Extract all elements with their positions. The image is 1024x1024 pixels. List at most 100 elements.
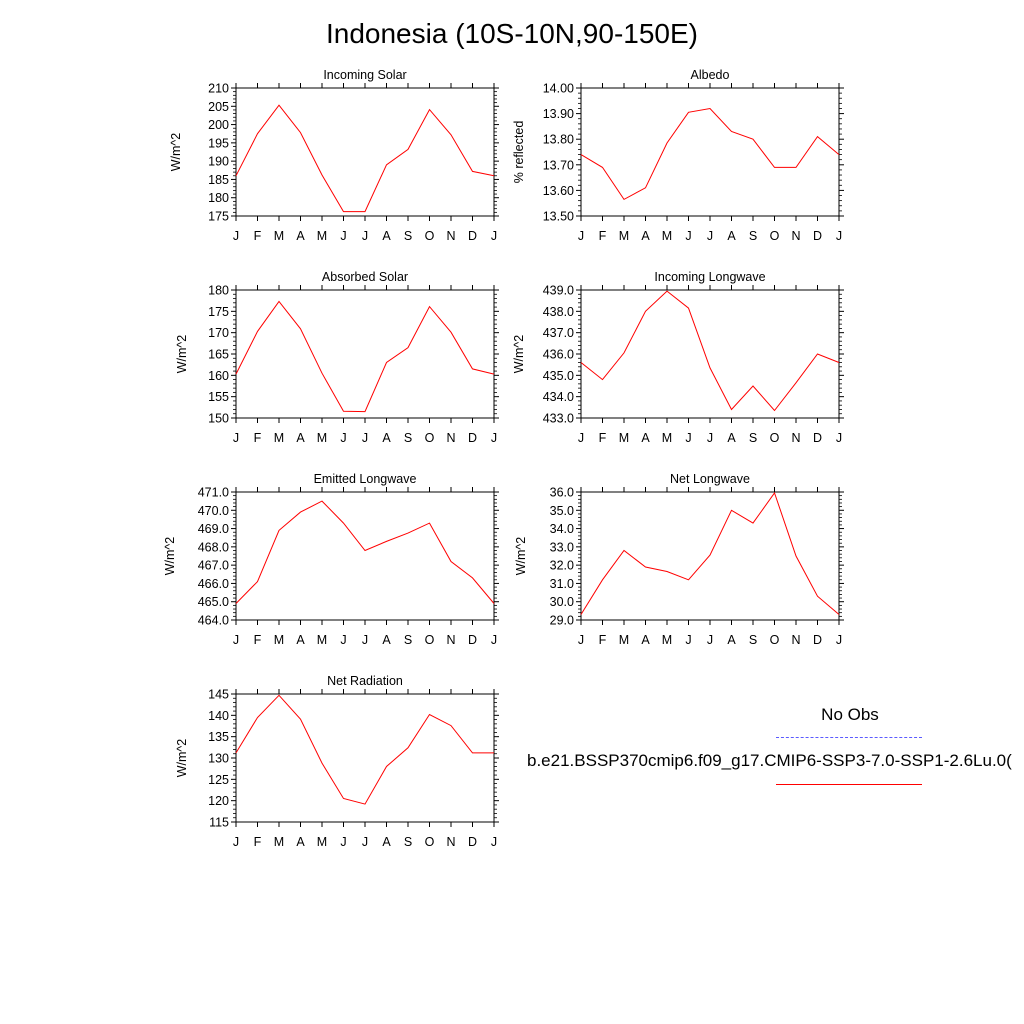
- plot-frame: [580, 87, 840, 217]
- legend-model-line: [776, 784, 922, 785]
- chart-title: Incoming Longwave: [654, 270, 765, 284]
- x-tick-label: M: [619, 431, 629, 445]
- x-tick-label: O: [425, 431, 435, 445]
- y-tick-label: 34.0: [550, 522, 574, 536]
- x-tick-label: D: [813, 431, 822, 445]
- y-tick-label: 13.80: [543, 133, 574, 147]
- x-tick-label: J: [707, 431, 713, 445]
- x-tick-label: M: [274, 835, 284, 849]
- x-tick-label: M: [274, 633, 284, 647]
- x-tick-label: A: [727, 431, 736, 445]
- chart-panel-6: Net Radiation W/m^2 115 120 125 130 135 140 145 J…: [175, 674, 499, 849]
- x-tick-label: J: [491, 835, 497, 849]
- y-tick-label: 31.0: [550, 577, 574, 591]
- y-tick-label: 140: [208, 709, 229, 723]
- x-tick-label: F: [599, 229, 607, 243]
- x-tick-label: J: [491, 431, 497, 445]
- y-tick-label: 180: [208, 191, 229, 205]
- y-tick-label: 465.0: [198, 595, 229, 609]
- x-tick-label: A: [296, 835, 305, 849]
- x-tick-label: D: [468, 835, 477, 849]
- y-tick-label: 180: [208, 284, 229, 298]
- plot-frame: [235, 693, 495, 823]
- x-tick-label: D: [468, 229, 477, 243]
- x-tick-label: F: [254, 431, 262, 445]
- x-tick-label: M: [274, 431, 284, 445]
- chart-panel-0: Incoming Solar W/m^2 175 180 185 190 195 200 205…: [169, 68, 499, 243]
- plot-frame: [235, 87, 495, 217]
- chart-panel-4: Emitted Longwave W/m^2 464.0 465.0 466.0 467.…: [163, 472, 499, 647]
- x-tick-label: J: [340, 835, 346, 849]
- x-tick-label: J: [836, 633, 842, 647]
- x-tick-label: O: [770, 633, 780, 647]
- y-tick-label: 170: [208, 326, 229, 340]
- x-tick-label: J: [685, 633, 691, 647]
- x-tick-label: O: [770, 229, 780, 243]
- y-tick-label: 13.70: [543, 158, 574, 172]
- x-tick-label: J: [233, 835, 239, 849]
- y-tick-label: 125: [208, 773, 229, 787]
- x-tick-label: A: [727, 633, 736, 647]
- x-tick-label: O: [425, 633, 435, 647]
- x-tick-label: J: [578, 229, 584, 243]
- x-tick-label: J: [836, 431, 842, 445]
- x-tick-label: J: [362, 431, 368, 445]
- x-tick-label: M: [619, 633, 629, 647]
- x-tick-label: N: [791, 633, 800, 647]
- y-tick-label: 210: [208, 82, 229, 96]
- plot-frame: [580, 289, 840, 419]
- y-tick-label: 175: [208, 210, 229, 224]
- series-line: [580, 107, 840, 201]
- y-tick-label: 165: [208, 348, 229, 362]
- y-axis-label: W/m^2: [512, 335, 526, 374]
- y-tick-label: 435.0: [543, 369, 574, 383]
- x-tick-label: D: [813, 229, 822, 243]
- x-tick-label: M: [274, 229, 284, 243]
- y-tick-label: 13.60: [543, 184, 574, 198]
- x-tick-label: A: [641, 633, 650, 647]
- x-tick-label: A: [382, 633, 391, 647]
- x-tick-label: O: [425, 229, 435, 243]
- plot-frame: [235, 289, 495, 419]
- x-tick-label: S: [749, 633, 757, 647]
- chart-title: Absorbed Solar: [322, 270, 408, 284]
- y-tick-label: 195: [208, 136, 229, 150]
- y-axis-label: W/m^2: [175, 739, 189, 778]
- y-tick-label: 467.0: [198, 559, 229, 573]
- y-tick-label: 155: [208, 390, 229, 404]
- y-tick-label: 120: [208, 794, 229, 808]
- y-tick-label: 32.0: [550, 559, 574, 573]
- y-tick-label: 33.0: [550, 540, 574, 554]
- series-line: [235, 500, 495, 604]
- y-tick-label: 145: [208, 688, 229, 702]
- x-tick-label: S: [749, 229, 757, 243]
- x-tick-label: M: [662, 229, 672, 243]
- y-tick-label: 190: [208, 155, 229, 169]
- x-tick-label: J: [685, 431, 691, 445]
- y-tick-label: 464.0: [198, 614, 229, 628]
- y-tick-label: 471.0: [198, 486, 229, 500]
- x-tick-label: N: [791, 431, 800, 445]
- x-tick-label: N: [446, 431, 455, 445]
- x-tick-label: J: [340, 431, 346, 445]
- x-tick-label: M: [317, 431, 327, 445]
- series-line: [235, 104, 495, 213]
- y-tick-label: 130: [208, 752, 229, 766]
- y-tick-label: 436.0: [543, 348, 574, 362]
- x-tick-label: A: [727, 229, 736, 243]
- chart-title: Incoming Solar: [323, 68, 406, 82]
- x-tick-label: D: [468, 633, 477, 647]
- x-tick-label: J: [233, 633, 239, 647]
- y-tick-label: 438.0: [543, 305, 574, 319]
- y-tick-label: 115: [209, 816, 229, 830]
- x-tick-label: J: [491, 633, 497, 647]
- x-tick-label: S: [404, 835, 412, 849]
- series-line: [580, 491, 840, 615]
- x-tick-label: J: [362, 835, 368, 849]
- x-tick-label: A: [296, 229, 305, 243]
- x-tick-label: J: [362, 229, 368, 243]
- x-tick-label: S: [749, 431, 757, 445]
- legend-obs-line: [776, 737, 922, 738]
- x-tick-label: F: [254, 835, 262, 849]
- legend-model-label: b.e21.BSSP370cmip6.f09_g17.CMIP6-SSP3-7.…: [527, 751, 1012, 770]
